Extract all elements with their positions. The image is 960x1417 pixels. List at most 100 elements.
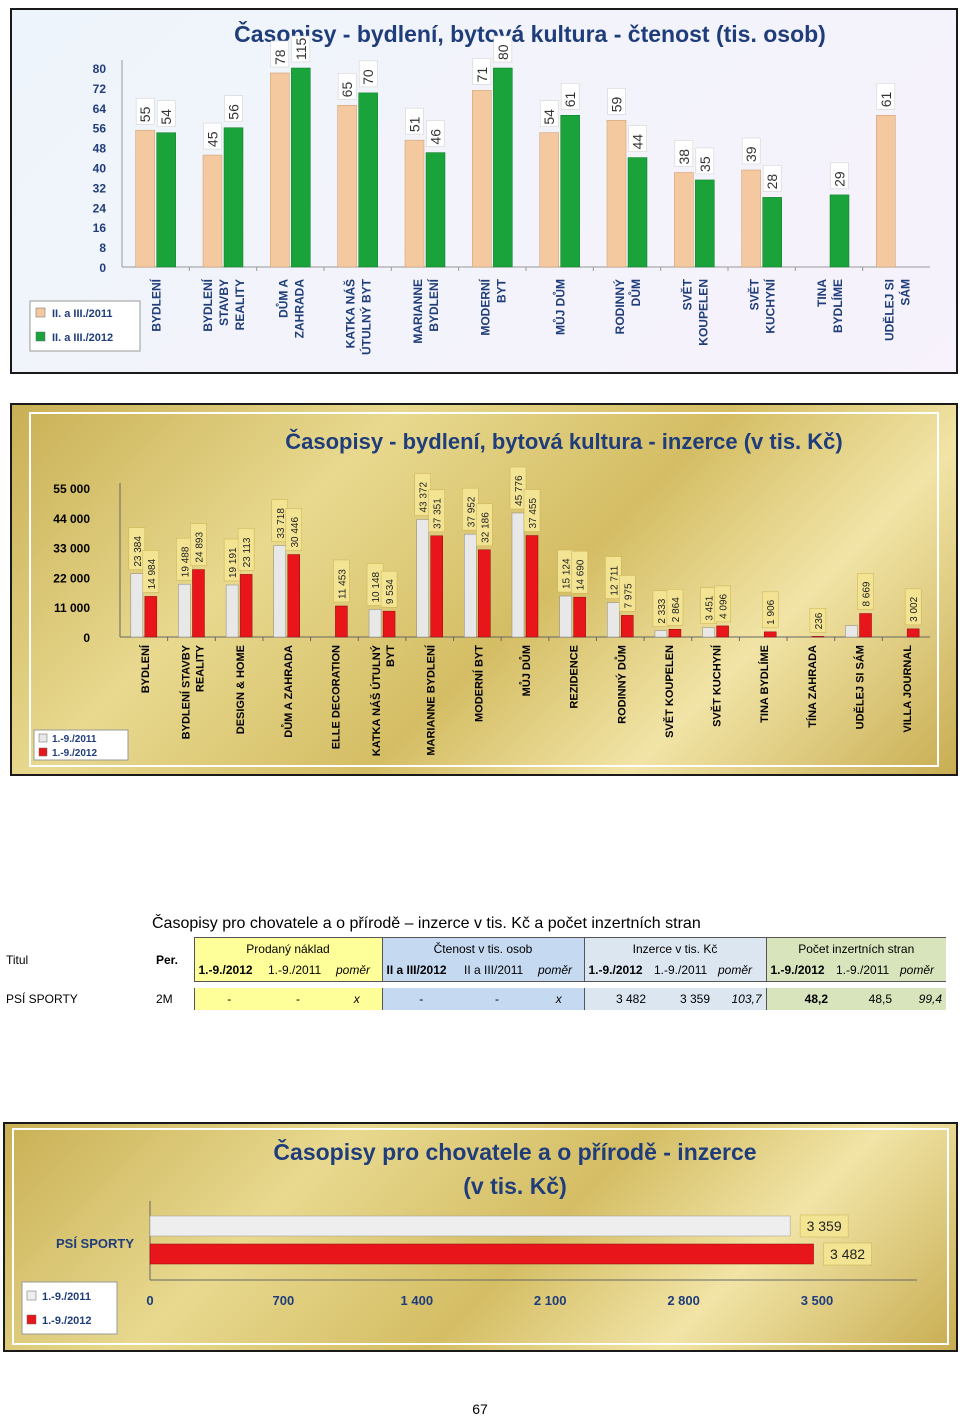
category-label: BYDLENÍ (149, 278, 164, 331)
cell-value: 48,5 (832, 987, 896, 1010)
legend-label: II. a III./2012 (52, 332, 113, 344)
bar-2011 (845, 625, 858, 638)
data-label: 37 952 (466, 496, 477, 527)
subheader-cell: II a III/2012 (381, 959, 460, 982)
y-tick-label: 80 (93, 62, 107, 76)
data-label-box (741, 137, 761, 165)
category-label: MARIANNE (411, 279, 425, 344)
data-label-box (285, 508, 303, 551)
header-per: Per. (156, 952, 179, 967)
data-label-box (666, 588, 684, 626)
data-label: 23 113 (242, 537, 253, 567)
data-label-box (472, 58, 492, 85)
data-label-box (358, 60, 378, 88)
data-label: 30 446 (290, 516, 301, 547)
data-label: 61 (562, 91, 578, 107)
legend-swatch (38, 747, 48, 757)
cell-value: 3 359 (650, 987, 714, 1010)
bar-2012 (493, 67, 513, 268)
data-label: 3 359 (807, 1218, 842, 1234)
data-label: 115 (293, 37, 309, 60)
subheader-cell: II a III/2011 (460, 959, 534, 982)
bar-2011 (404, 139, 425, 268)
category-label: MŮJ DŮM (552, 279, 568, 335)
legend-box (29, 300, 141, 352)
subheader-cell: 1.-9./2011 (650, 959, 714, 982)
data-label: 43 372 (419, 481, 430, 512)
x-tick-label: 700 (273, 1293, 295, 1308)
data-label: 56 (226, 104, 242, 120)
data-label: 10 148 (371, 571, 382, 602)
header-prodany-naklad: Prodaný náklad (193, 937, 382, 960)
legend-swatch (26, 1290, 37, 1301)
data-label-box (426, 120, 445, 147)
bar-2012 (560, 115, 580, 268)
bar-2012 (525, 535, 539, 638)
data-label: 19 191 (228, 547, 239, 578)
bar-2012 (478, 549, 491, 638)
advertising-chart-svg: Časopisy - bydlení, bytová kultura - inz… (29, 412, 939, 767)
bar-2012 (144, 596, 158, 638)
category-label: BYDLENÍ (426, 278, 441, 331)
subheader-cell: 1.-9./2011 (264, 959, 332, 982)
category-label: KATKA NÁŠ (343, 279, 358, 348)
pet-nature-advertising-chart: Časopisy pro chovatele a o přírodě - inz… (3, 1122, 958, 1352)
data-label: 70 (360, 69, 376, 85)
bar-2011 (337, 105, 357, 268)
category-label: MODERNÍ (477, 278, 492, 335)
data-label: 28 (764, 174, 780, 190)
data-label-box (337, 73, 357, 100)
bar-2012 (811, 636, 825, 638)
data-label-box (291, 35, 311, 63)
y-tick-label: 72 (93, 82, 107, 96)
legend-box (33, 729, 129, 761)
advertising-chart: Časopisy - bydlení, bytová kultura - inz… (10, 403, 958, 776)
data-label-box (674, 140, 694, 167)
header-ctenost: Čtenost v tis. osob (381, 937, 584, 960)
y-tick-label: 0 (99, 261, 106, 275)
bar-2011 (539, 132, 559, 268)
subheader-cell: poměr (534, 959, 584, 982)
bar-2012 (829, 194, 850, 268)
category-label: DESIGN & HOME (235, 645, 247, 734)
bar-2012 (695, 179, 715, 268)
bar-2012 (358, 92, 378, 268)
data-label: 44 (630, 134, 646, 150)
data-label: 51 (407, 116, 423, 132)
data-label-box (539, 100, 559, 127)
category-label: MŮJ DŮM (519, 645, 533, 696)
data-label-box (237, 528, 255, 571)
data-label-box (380, 570, 398, 608)
chart-title: Časopisy pro chovatele a o přírodě - inz… (273, 1138, 756, 1165)
bar-2011 (702, 627, 715, 638)
plot-frame (29, 412, 939, 767)
category-label: MARIANNE BYDLENÍ (425, 644, 438, 756)
cell-value: x (332, 987, 382, 1010)
category-label: REZIDENCE (569, 645, 581, 709)
header-pocet-stran: Počet inzertních stran (765, 937, 946, 960)
data-label-box (762, 165, 782, 192)
data-label-box (333, 559, 350, 603)
chart-title: (v tis. Kč) (463, 1173, 567, 1199)
category-label: BYDLENÍ (200, 278, 215, 331)
category-label: REALITY (233, 279, 247, 330)
data-label: 7 975 (623, 583, 634, 608)
data-label: 19 488 (180, 546, 191, 577)
data-label: 9 534 (385, 579, 396, 604)
cell-titul: PSÍ SPORTY (6, 991, 78, 1006)
data-label-box (607, 87, 626, 115)
pet-nature-table: Titul Per. Prodaný náklad Čtenost v tis.… (2, 937, 946, 1010)
legend-label: 1.-9./2012 (52, 748, 97, 759)
legend-label: 1.-9./2011 (42, 1291, 91, 1303)
data-label-box (493, 35, 513, 63)
bar-2012 (425, 152, 446, 268)
category-label: STAVBY (217, 279, 231, 326)
y-tick-label: 22 000 (53, 571, 90, 585)
x-tick-label: 2 100 (534, 1293, 567, 1308)
legend-swatch (35, 331, 46, 342)
category-label: SÁM (897, 279, 912, 306)
table-header-row-2: 1.-9./2012 1.-9./2011 poměr II a III/201… (2, 959, 946, 982)
bar-2011 (674, 172, 694, 268)
legend-box (21, 1281, 118, 1335)
data-label-box (876, 83, 896, 110)
